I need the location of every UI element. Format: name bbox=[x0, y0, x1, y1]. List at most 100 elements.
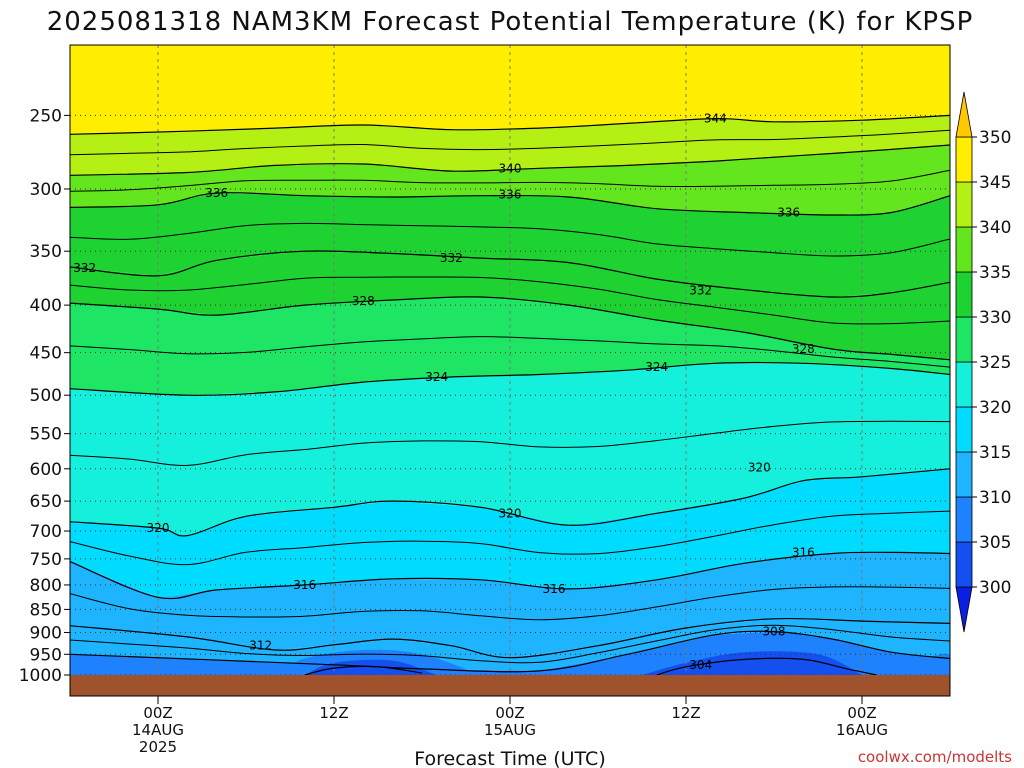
colorbar-bin-4 bbox=[955, 406, 973, 453]
y-tick-label-1000: 1000 bbox=[19, 666, 62, 686]
ground-surface bbox=[70, 675, 950, 696]
contour-label-10: 324 bbox=[425, 370, 448, 384]
y-tick-label-800: 800 bbox=[30, 576, 62, 596]
x-tick-label-48-0: 00Z bbox=[847, 704, 876, 722]
colorbar-label-310: 310 bbox=[979, 488, 1011, 508]
svg-text:324: 324 bbox=[425, 370, 448, 384]
isentrope-336-2 bbox=[70, 192, 950, 216]
contour-label-20: 304 bbox=[689, 658, 712, 672]
contour-label-6: 332 bbox=[440, 251, 463, 265]
colorbar-bin-0 bbox=[955, 586, 973, 633]
svg-text:328: 328 bbox=[352, 294, 375, 308]
contour-label-14: 320 bbox=[748, 460, 771, 474]
contour-label-12: 320 bbox=[147, 521, 170, 535]
isentrope-mid-314 bbox=[70, 586, 950, 621]
contour-label-5: 332 bbox=[73, 261, 96, 275]
svg-text:332: 332 bbox=[440, 251, 463, 265]
svg-text:344: 344 bbox=[704, 112, 727, 126]
y-tick-label-450: 450 bbox=[30, 344, 62, 364]
contour-label-18: 312 bbox=[249, 639, 272, 653]
colorbar-bin-5 bbox=[955, 361, 973, 408]
isentrope-mid-334 bbox=[70, 222, 950, 257]
y-tick-label-900: 900 bbox=[30, 623, 62, 643]
isentrope-mid-330 bbox=[70, 276, 950, 325]
svg-text:324: 324 bbox=[645, 360, 668, 374]
colorbar-bin-9 bbox=[955, 181, 973, 228]
svg-text:304: 304 bbox=[689, 658, 712, 672]
y-tick-label-700: 700 bbox=[30, 522, 62, 542]
isentrope-304-10 bbox=[304, 665, 423, 675]
contour-label-1: 340 bbox=[499, 161, 522, 175]
cold-pool-day1-inner bbox=[304, 659, 437, 675]
chart-title: 2025081318 NAM3KM Forecast Potential Tem… bbox=[47, 7, 974, 37]
colorbar-bin-10 bbox=[955, 136, 973, 183]
contour-label-0: 344 bbox=[704, 112, 727, 126]
colorbar-bin-8 bbox=[955, 226, 973, 273]
isentrope-308-9 bbox=[70, 630, 950, 673]
band-328-332 bbox=[70, 251, 950, 360]
isentrope-332-3 bbox=[70, 250, 950, 298]
contour-label-7: 332 bbox=[689, 284, 712, 298]
svg-text:320: 320 bbox=[748, 460, 771, 474]
x-tick-label-36-0: 12Z bbox=[671, 704, 700, 722]
contour-label-17: 316 bbox=[792, 545, 815, 559]
credit-text: coolwx.com/modelts bbox=[858, 748, 1012, 766]
y-tick-label-250: 250 bbox=[30, 106, 62, 126]
contour-label-4: 336 bbox=[777, 206, 800, 220]
colorbar-label-330: 330 bbox=[979, 308, 1011, 328]
svg-text:336: 336 bbox=[777, 206, 800, 220]
pressure-axis: 250 300 350 400 450 500 550 600 650 700 750 800 850 9… bbox=[19, 106, 70, 686]
x-tick-label-48-1: 16AUG bbox=[836, 721, 888, 739]
svg-text:308: 308 bbox=[763, 625, 786, 639]
cold-pool-day2-inner bbox=[642, 651, 862, 675]
band-308-312 bbox=[70, 618, 950, 671]
contour-label-15: 316 bbox=[293, 578, 316, 592]
svg-text:316: 316 bbox=[293, 578, 316, 592]
y-tick-label-550: 550 bbox=[30, 425, 62, 445]
contour-label-3: 336 bbox=[499, 187, 522, 201]
isentrope-328-4 bbox=[70, 296, 950, 361]
colorbar-label-300: 300 bbox=[979, 578, 1011, 598]
colorbar-label-315: 315 bbox=[979, 443, 1011, 463]
svg-text:332: 332 bbox=[689, 284, 712, 298]
x-tick-label-0-2: 2025 bbox=[139, 738, 177, 756]
y-tick-label-400: 400 bbox=[30, 296, 62, 316]
svg-text:328: 328 bbox=[792, 342, 815, 356]
contour-label-9: 328 bbox=[792, 342, 815, 356]
y-tick-label-750: 750 bbox=[30, 550, 62, 570]
contour-labels: 344 340 336 336 336 332 332 332 328 328 324 324 320 3… bbox=[73, 112, 815, 672]
svg-text:340: 340 bbox=[499, 161, 522, 175]
isentrope-320-6 bbox=[70, 468, 950, 537]
colorbar-bin-7 bbox=[955, 271, 973, 318]
band-332-336 bbox=[70, 193, 950, 297]
contour-label-13: 320 bbox=[499, 506, 522, 520]
colorbar-label-335: 335 bbox=[979, 263, 1011, 283]
svg-text:316: 316 bbox=[543, 582, 566, 596]
isentrope-mid-342 bbox=[70, 129, 950, 156]
isentrope-mid-318 bbox=[70, 510, 950, 566]
isentrope-contours bbox=[70, 114, 950, 675]
x-tick-label-0-0: 00Z bbox=[143, 704, 172, 722]
svg-text:312: 312 bbox=[249, 639, 272, 653]
colorbar-bin-2 bbox=[955, 496, 973, 543]
contour-label-8: 328 bbox=[352, 294, 375, 308]
isentrope-mid-322 bbox=[70, 420, 950, 466]
isentrope-mid-310 bbox=[70, 624, 950, 664]
colorbar-label-320: 320 bbox=[979, 398, 1011, 418]
colorbar: 300 305 310 315 320 325 330 335 340 345 350 bbox=[955, 91, 1011, 633]
colorbar-label-345: 345 bbox=[979, 173, 1011, 193]
contour-label-11: 324 bbox=[645, 360, 668, 374]
band-320-324 bbox=[70, 363, 950, 536]
cold-pool-day3-outer bbox=[891, 653, 950, 675]
svg-text:320: 320 bbox=[499, 506, 522, 520]
y-tick-label-500: 500 bbox=[30, 386, 62, 406]
isentrope-324-5 bbox=[70, 361, 950, 396]
x-tick-label-24-1: 15AUG bbox=[484, 721, 536, 739]
svg-text:316: 316 bbox=[792, 545, 815, 559]
colorbar-label-340: 340 bbox=[979, 218, 1011, 238]
isentrope-340-1 bbox=[70, 144, 950, 176]
isentrope-mid-338 bbox=[70, 169, 950, 192]
isentrope-312-8 bbox=[70, 617, 950, 659]
